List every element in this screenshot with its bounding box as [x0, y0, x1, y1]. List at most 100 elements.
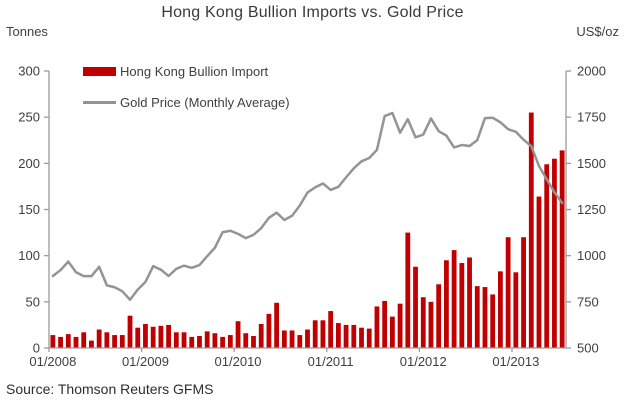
left-axis-tick-label: 150 [18, 202, 40, 217]
bar [505, 237, 511, 348]
right-axis-tick-label: 1750 [577, 110, 606, 125]
bar [112, 335, 117, 348]
bar [197, 336, 202, 348]
bar [58, 336, 63, 348]
legend: Hong Kong Bullion Import Gold Price (Mon… [83, 64, 290, 126]
bar [359, 327, 364, 348]
legend-item-bullion-import: Hong Kong Bullion Import [83, 63, 290, 79]
bar [119, 335, 125, 348]
legend-item-gold-price: Gold Price (Monthly Average) [83, 94, 290, 110]
x-axis-tick-label: 01/2013 [492, 354, 539, 369]
bar [305, 329, 310, 348]
right-axis-tick-label: 1500 [577, 156, 606, 171]
bar [513, 272, 519, 348]
bar [127, 315, 133, 348]
bar [389, 316, 395, 348]
right-axis-tick-label: 2000 [577, 64, 606, 79]
bar [73, 336, 79, 348]
bar [297, 335, 303, 348]
left-axis-tick-label: 250 [18, 110, 40, 125]
bar [89, 340, 94, 348]
bar [374, 306, 380, 348]
chart-title: Hong Kong Bullion Imports vs. Gold Price [161, 4, 464, 21]
bar [474, 286, 480, 348]
bar-series-swatch [83, 66, 116, 76]
bar [281, 330, 287, 348]
x-axis-tick-label: 01/2008 [29, 354, 76, 369]
bar [181, 332, 187, 348]
bar [96, 329, 102, 348]
bar [482, 287, 488, 348]
bar [50, 335, 56, 348]
x-axis-tick-label: 01/2011 [308, 354, 354, 369]
bar [405, 232, 411, 348]
left-axis-tick-label: 0 [33, 341, 40, 356]
bar [436, 284, 442, 348]
left-axis-tick-label: 200 [18, 156, 40, 171]
bar [559, 150, 565, 348]
bar [382, 300, 388, 348]
bar [251, 336, 256, 348]
bar [413, 266, 418, 348]
bar [243, 333, 249, 348]
right-axis-tick-label: 1250 [577, 202, 606, 217]
bar [536, 196, 542, 348]
bar [366, 328, 372, 348]
legend-label-bullion-import: Hong Kong Bullion Import [120, 63, 269, 79]
left-axis-tick-label: 50 [26, 294, 40, 309]
bar [328, 311, 334, 348]
bar [320, 320, 326, 348]
bar [235, 321, 241, 348]
bar [351, 324, 357, 348]
bar [428, 301, 434, 348]
bar [150, 326, 156, 348]
bar [135, 327, 141, 348]
right-axis-tick-label: 500 [577, 341, 599, 356]
bar [490, 294, 496, 348]
bar [444, 260, 449, 348]
bar [289, 330, 295, 348]
bar [227, 335, 233, 348]
bar [451, 250, 457, 348]
line-series-swatch [83, 100, 116, 104]
bar [467, 257, 472, 348]
left-axis-unit-label: Tonnes [6, 24, 48, 39]
bar [143, 323, 148, 348]
bar [258, 323, 264, 348]
right-axis-unit-label: US$/oz [576, 24, 619, 39]
bar [397, 303, 403, 348]
right-axis-tick-label: 750 [577, 294, 599, 309]
x-axis-tick-label: 01/2010 [215, 354, 262, 369]
bar [104, 332, 110, 348]
bar [335, 323, 341, 348]
left-axis-tick-label: 100 [18, 248, 40, 263]
bar [521, 237, 526, 348]
bar [65, 334, 71, 348]
bar [312, 320, 318, 348]
x-axis-tick-label: 01/2009 [122, 354, 169, 369]
bar [81, 332, 87, 348]
bar [420, 297, 426, 348]
bar [158, 325, 164, 348]
x-axis-tick-label: 01/2012 [400, 354, 447, 369]
right-axis-tick-label: 1000 [577, 248, 606, 263]
bar [459, 263, 465, 348]
bar [166, 324, 171, 348]
bar [544, 164, 550, 348]
bar [204, 331, 210, 348]
bar [528, 112, 534, 348]
bar [552, 158, 557, 348]
source-note: Source: Thomson Reuters GFMS [6, 381, 214, 397]
bar [173, 332, 179, 348]
bar [498, 271, 503, 348]
bar [274, 302, 280, 348]
bar [212, 333, 218, 348]
bar [220, 336, 226, 348]
legend-label-gold-price: Gold Price (Monthly Average) [120, 94, 290, 110]
gold-price-line [51, 111, 564, 302]
bar [343, 324, 349, 348]
bar [189, 336, 195, 348]
bar [266, 313, 272, 348]
